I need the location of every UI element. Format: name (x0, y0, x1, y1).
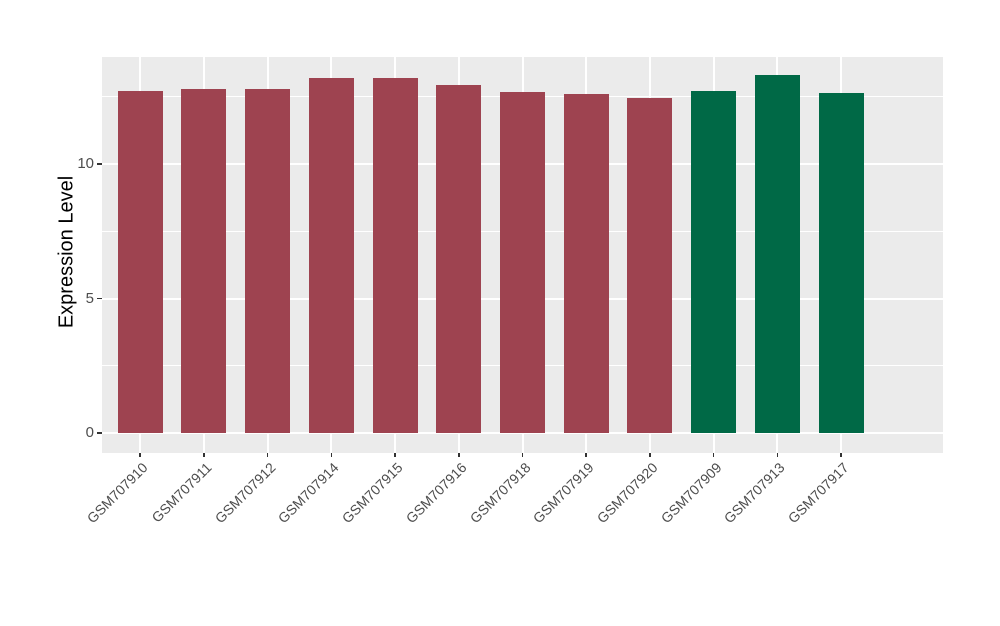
bar-GSM707917 (818, 92, 864, 433)
bar-GSM707912 (245, 88, 291, 433)
bar-GSM707909 (691, 90, 737, 433)
bar-GSM707919 (563, 93, 609, 433)
expression-bar-chart: Expression Level GSM707910 GSM707911 GSM70… (55, 57, 943, 527)
x-tick-mark (521, 453, 524, 457)
x-tick-mark (330, 453, 333, 457)
x-tick-mark (776, 453, 779, 457)
y-tick-label: 0 (85, 424, 94, 441)
x-tick-mark (649, 453, 651, 457)
chart-panel (102, 57, 943, 453)
x-tick-mark (712, 453, 715, 457)
bar-GSM707916 (436, 84, 482, 433)
bar-GSM707911 (181, 88, 227, 433)
x-tick-mark (585, 453, 587, 457)
x-tick-mark (203, 453, 205, 457)
bar-GSM707910 (117, 91, 163, 433)
x-tick-mark (139, 453, 141, 457)
x-tick-mark (266, 453, 269, 457)
bar-GSM707920 (627, 97, 673, 433)
bar-GSM707915 (372, 77, 418, 433)
y-tick-mark (97, 297, 102, 300)
bar-GSM707914 (308, 77, 354, 433)
y-tick-label: 5 (85, 289, 94, 307)
y-tick-label: 10 (77, 155, 94, 172)
x-tick-mark (840, 453, 842, 457)
x-tick-mark (458, 453, 460, 457)
x-tick-mark (394, 453, 396, 457)
bar-GSM707913 (754, 74, 800, 433)
bar-GSM707918 (500, 91, 545, 433)
y-tick-mark (97, 432, 102, 434)
y-tick-mark (97, 163, 102, 165)
